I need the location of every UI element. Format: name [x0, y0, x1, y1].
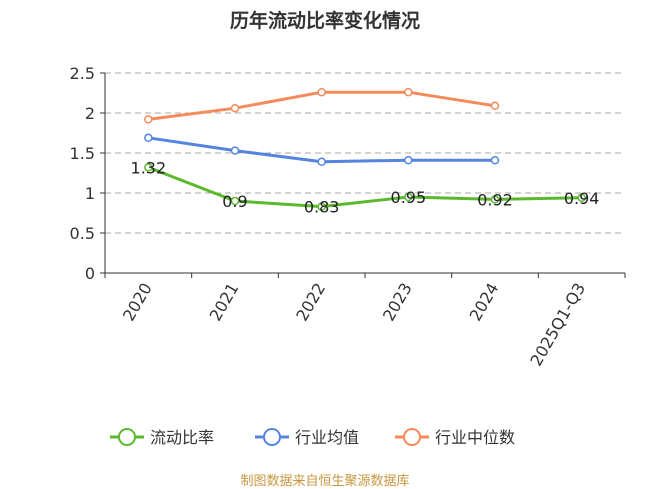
chart-title: 历年流动比率变化情况	[229, 10, 420, 32]
legend-label: 行业中位数	[435, 428, 515, 447]
data-point	[404, 155, 413, 165]
data-label: 0.95	[391, 188, 427, 207]
legend-marker	[263, 428, 281, 446]
data-label: 0.94	[564, 189, 600, 208]
data-label: 1.32	[131, 158, 167, 177]
x-tick-label: 2022	[292, 280, 329, 325]
data-point	[144, 163, 153, 172]
data-label: 0.92	[477, 190, 513, 209]
data-point	[144, 115, 153, 124]
x-tick-label: 2021	[206, 280, 243, 325]
data-point	[404, 192, 413, 202]
y-tick-label: 2.5	[70, 64, 95, 83]
data-point	[317, 87, 326, 97]
data-point	[230, 103, 240, 113]
data-point	[490, 195, 500, 204]
y-tick-label: 0.5	[70, 224, 95, 243]
data-point	[404, 87, 413, 97]
data-point	[490, 101, 500, 111]
x-tick-label: 2025Q1-Q3	[526, 280, 589, 370]
legend-marker	[403, 428, 421, 446]
y-tick-label: 1	[85, 184, 95, 203]
y-tick-label: 1.5	[70, 144, 95, 163]
y-tick-label: 2	[85, 104, 95, 123]
data-point	[577, 193, 586, 203]
x-tick-label: 2023	[379, 280, 416, 325]
x-tick-label: 2020	[119, 280, 156, 325]
data-point	[230, 196, 240, 206]
legend-label: 行业均值	[295, 428, 359, 447]
series-line	[147, 166, 582, 209]
legend-marker	[118, 428, 136, 446]
data-point	[144, 133, 153, 143]
x-tick-label: 2024	[466, 280, 503, 325]
data-point	[317, 157, 326, 167]
data-label: 0.9	[222, 192, 247, 211]
legend-label: 流动比率	[150, 428, 214, 447]
y-tick-label: 0	[85, 264, 95, 283]
data-point	[490, 155, 500, 165]
data-label: 0.83	[304, 198, 340, 217]
data-point	[230, 146, 240, 155]
data-point	[317, 202, 326, 211]
source-note: 制图数据来自恒生聚源数据库	[240, 474, 410, 489]
